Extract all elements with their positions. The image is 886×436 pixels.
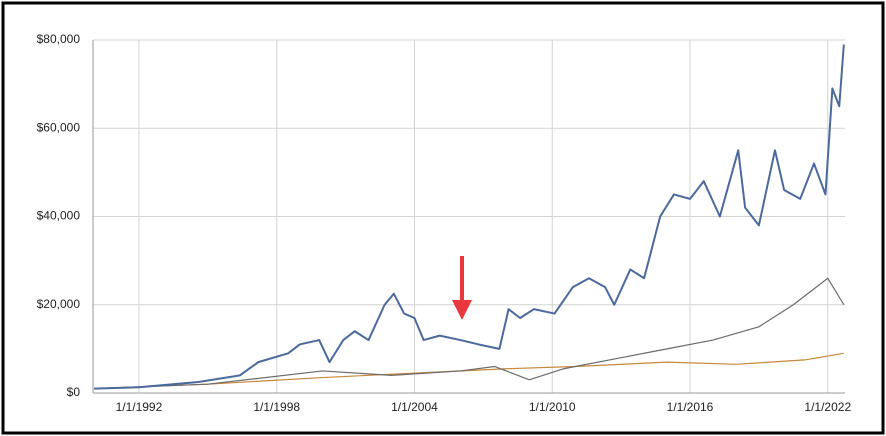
annotation-arrow: [452, 256, 472, 320]
x-tick-label: 1/1/2022: [804, 400, 851, 414]
arrow-head: [452, 300, 472, 320]
x-tick-label: 1/1/2004: [391, 400, 438, 414]
y-tick-label: $80,000: [37, 32, 81, 46]
series-line: [94, 277, 845, 390]
y-tick-label: $0: [67, 385, 81, 399]
x-tick-label: 1/1/1992: [116, 400, 163, 414]
y-tick-label: $20,000: [37, 297, 81, 311]
series-line: [94, 44, 845, 390]
y-tick-label: $40,000: [37, 209, 81, 223]
x-tick-label: 1/1/1998: [253, 400, 300, 414]
x-tick-label: 1/1/2016: [667, 400, 714, 414]
x-tick-label: 1/1/2010: [529, 400, 576, 414]
y-tick-label: $60,000: [37, 120, 81, 134]
series-line: [94, 352, 844, 390]
